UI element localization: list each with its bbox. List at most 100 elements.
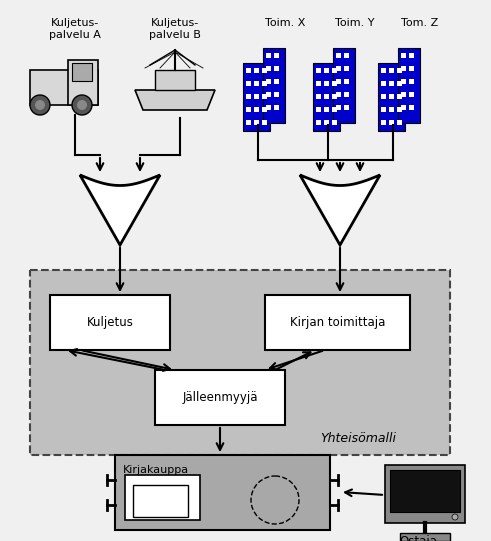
FancyBboxPatch shape xyxy=(333,48,355,123)
FancyBboxPatch shape xyxy=(30,270,450,455)
FancyBboxPatch shape xyxy=(344,105,349,110)
FancyBboxPatch shape xyxy=(344,53,349,58)
Text: Ostaja: Ostaja xyxy=(399,535,437,541)
FancyBboxPatch shape xyxy=(265,295,410,350)
FancyBboxPatch shape xyxy=(266,53,271,58)
FancyBboxPatch shape xyxy=(378,63,405,131)
FancyBboxPatch shape xyxy=(401,79,406,84)
FancyBboxPatch shape xyxy=(254,81,259,86)
FancyBboxPatch shape xyxy=(344,66,349,71)
FancyBboxPatch shape xyxy=(324,107,329,112)
FancyBboxPatch shape xyxy=(397,94,402,99)
FancyBboxPatch shape xyxy=(401,105,406,110)
FancyBboxPatch shape xyxy=(254,107,259,112)
FancyBboxPatch shape xyxy=(263,48,285,123)
FancyBboxPatch shape xyxy=(389,68,394,73)
FancyBboxPatch shape xyxy=(313,63,340,131)
FancyBboxPatch shape xyxy=(316,120,321,125)
Circle shape xyxy=(251,476,299,524)
FancyBboxPatch shape xyxy=(389,94,394,99)
FancyBboxPatch shape xyxy=(254,94,259,99)
Text: Kirjan toimittaja: Kirjan toimittaja xyxy=(290,316,385,329)
Text: Jälleenmyyjä: Jälleenmyyjä xyxy=(182,391,258,404)
FancyBboxPatch shape xyxy=(400,533,450,541)
FancyBboxPatch shape xyxy=(72,63,92,81)
FancyBboxPatch shape xyxy=(324,120,329,125)
FancyBboxPatch shape xyxy=(316,94,321,99)
FancyBboxPatch shape xyxy=(266,66,271,71)
FancyBboxPatch shape xyxy=(381,68,386,73)
FancyBboxPatch shape xyxy=(390,470,460,512)
FancyBboxPatch shape xyxy=(332,81,337,86)
Text: Kuljetus-
palvelu B: Kuljetus- palvelu B xyxy=(149,18,201,39)
Text: Tom. Z: Tom. Z xyxy=(401,18,438,28)
FancyBboxPatch shape xyxy=(332,120,337,125)
FancyBboxPatch shape xyxy=(246,107,251,112)
FancyBboxPatch shape xyxy=(262,107,267,112)
FancyBboxPatch shape xyxy=(246,94,251,99)
FancyBboxPatch shape xyxy=(266,79,271,84)
FancyBboxPatch shape xyxy=(316,107,321,112)
FancyBboxPatch shape xyxy=(409,66,414,71)
FancyBboxPatch shape xyxy=(336,92,341,97)
FancyBboxPatch shape xyxy=(401,66,406,71)
FancyBboxPatch shape xyxy=(125,475,200,520)
Circle shape xyxy=(35,100,45,110)
FancyBboxPatch shape xyxy=(324,68,329,73)
FancyBboxPatch shape xyxy=(397,68,402,73)
FancyBboxPatch shape xyxy=(389,107,394,112)
FancyBboxPatch shape xyxy=(254,120,259,125)
FancyBboxPatch shape xyxy=(316,81,321,86)
Text: Kirjakauppa: Kirjakauppa xyxy=(123,465,189,475)
FancyBboxPatch shape xyxy=(274,92,279,97)
FancyBboxPatch shape xyxy=(332,94,337,99)
Circle shape xyxy=(30,95,50,115)
FancyBboxPatch shape xyxy=(397,81,402,86)
FancyBboxPatch shape xyxy=(274,53,279,58)
FancyBboxPatch shape xyxy=(262,81,267,86)
FancyBboxPatch shape xyxy=(398,48,420,123)
FancyBboxPatch shape xyxy=(409,92,414,97)
FancyBboxPatch shape xyxy=(155,70,195,90)
Polygon shape xyxy=(80,175,160,245)
FancyBboxPatch shape xyxy=(246,120,251,125)
FancyBboxPatch shape xyxy=(409,105,414,110)
FancyBboxPatch shape xyxy=(336,79,341,84)
FancyBboxPatch shape xyxy=(332,107,337,112)
FancyBboxPatch shape xyxy=(381,107,386,112)
FancyBboxPatch shape xyxy=(389,120,394,125)
FancyBboxPatch shape xyxy=(243,63,270,131)
FancyBboxPatch shape xyxy=(381,81,386,86)
FancyBboxPatch shape xyxy=(401,92,406,97)
FancyBboxPatch shape xyxy=(324,94,329,99)
FancyBboxPatch shape xyxy=(381,120,386,125)
FancyBboxPatch shape xyxy=(266,105,271,110)
FancyBboxPatch shape xyxy=(262,94,267,99)
FancyBboxPatch shape xyxy=(266,92,271,97)
FancyBboxPatch shape xyxy=(401,53,406,58)
FancyBboxPatch shape xyxy=(336,66,341,71)
FancyBboxPatch shape xyxy=(246,81,251,86)
FancyBboxPatch shape xyxy=(385,465,465,523)
FancyBboxPatch shape xyxy=(68,60,98,105)
FancyBboxPatch shape xyxy=(262,120,267,125)
Text: Kuljetus: Kuljetus xyxy=(86,316,134,329)
FancyBboxPatch shape xyxy=(262,68,267,73)
FancyBboxPatch shape xyxy=(332,68,337,73)
Text: Kuljetus-
palvelu A: Kuljetus- palvelu A xyxy=(49,18,101,39)
FancyBboxPatch shape xyxy=(115,455,330,530)
FancyBboxPatch shape xyxy=(30,70,98,105)
FancyBboxPatch shape xyxy=(344,79,349,84)
FancyBboxPatch shape xyxy=(336,105,341,110)
FancyBboxPatch shape xyxy=(409,79,414,84)
FancyBboxPatch shape xyxy=(133,485,188,517)
FancyBboxPatch shape xyxy=(274,79,279,84)
FancyBboxPatch shape xyxy=(389,81,394,86)
Circle shape xyxy=(72,95,92,115)
Text: Toim. X: Toim. X xyxy=(265,18,305,28)
Circle shape xyxy=(452,514,458,520)
FancyBboxPatch shape xyxy=(316,68,321,73)
FancyBboxPatch shape xyxy=(254,68,259,73)
FancyBboxPatch shape xyxy=(324,81,329,86)
FancyBboxPatch shape xyxy=(336,53,341,58)
